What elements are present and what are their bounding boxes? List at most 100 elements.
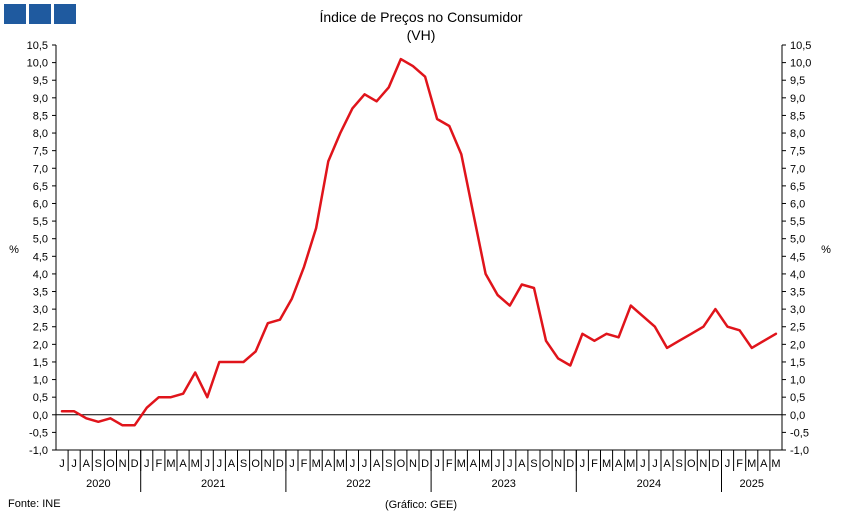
month-tick-label: F xyxy=(155,458,162,470)
left-tick-label: 10,5 xyxy=(27,40,48,52)
month-tick-label: A xyxy=(663,458,671,470)
month-tick-label: S xyxy=(240,458,247,470)
month-tick-label: O xyxy=(251,458,260,470)
month-tick-label: A xyxy=(373,458,381,470)
right-tick-label: 9,0 xyxy=(790,93,805,105)
month-tick-label: J xyxy=(362,458,368,470)
left-tick-label: 9,0 xyxy=(33,93,48,105)
left-tick-label: 2,0 xyxy=(33,339,48,351)
month-tick-label: S xyxy=(385,458,392,470)
month-tick-label: J xyxy=(725,458,731,470)
left-tick-label: 4,0 xyxy=(33,269,48,281)
left-tick-label: 0,0 xyxy=(33,410,48,422)
month-tick-label: F xyxy=(736,458,743,470)
left-tick-label: 3,5 xyxy=(33,287,48,299)
right-tick-label: 3,0 xyxy=(790,304,805,316)
month-tick-label: A xyxy=(83,458,91,470)
month-tick-label: A xyxy=(228,458,236,470)
month-tick-label: M xyxy=(747,458,756,470)
month-tick-label: F xyxy=(446,458,453,470)
month-tick-label: S xyxy=(95,458,102,470)
month-tick-label: F xyxy=(591,458,598,470)
right-tick-label: 7,0 xyxy=(790,163,805,175)
month-tick-label: A xyxy=(615,458,623,470)
right-tick-label: 0,5 xyxy=(790,392,805,404)
month-tick-label: O xyxy=(542,458,551,470)
right-tick-label: 10,0 xyxy=(790,58,811,70)
right-tick-label: 6,0 xyxy=(790,198,805,210)
left-tick-label: 2,5 xyxy=(33,322,48,334)
month-tick-label: F xyxy=(301,458,308,470)
right-tick-label: 4,0 xyxy=(790,269,805,281)
left-tick-label: 4,5 xyxy=(33,251,48,263)
source-note: Fonte: INE xyxy=(8,498,61,510)
month-tick-label: J xyxy=(495,458,501,470)
month-tick-label: M xyxy=(191,458,200,470)
month-tick-label: M xyxy=(312,458,321,470)
month-tick-label: J xyxy=(640,458,646,470)
left-tick-label: 9,5 xyxy=(33,75,48,87)
month-tick-label: J xyxy=(144,458,150,470)
month-tick-label: J xyxy=(217,458,223,470)
right-tick-label: 3,5 xyxy=(790,287,805,299)
right-tick-label: 2,0 xyxy=(790,339,805,351)
month-tick-label: D xyxy=(566,458,574,470)
month-tick-label: M xyxy=(771,458,780,470)
month-tick-label: N xyxy=(554,458,562,470)
chart-subtitle: (VH) xyxy=(406,27,436,43)
year-label: 2020 xyxy=(86,478,110,490)
left-tick-label: 7,0 xyxy=(33,163,48,175)
left-tick-label: 8,5 xyxy=(33,110,48,122)
month-tick-label: A xyxy=(518,458,526,470)
month-tick-label: D xyxy=(276,458,284,470)
right-tick-label: 7,5 xyxy=(790,146,805,158)
month-tick-label: J xyxy=(507,458,513,470)
year-label: 2023 xyxy=(491,478,515,490)
chart-title-block: Índice de Preços no Consumidor (VH) xyxy=(0,8,842,44)
year-label: 2025 xyxy=(740,478,764,490)
logo-block xyxy=(29,4,51,24)
year-label: 2024 xyxy=(637,478,661,490)
month-tick-label: M xyxy=(166,458,175,470)
right-tick-label: 6,5 xyxy=(790,181,805,193)
left-tick-label: 5,5 xyxy=(33,216,48,228)
month-tick-label: M xyxy=(457,458,466,470)
logo-block xyxy=(54,4,76,24)
month-tick-label: N xyxy=(699,458,707,470)
left-tick-label: 1,5 xyxy=(33,357,48,369)
year-label: 2022 xyxy=(346,478,370,490)
right-tick-label: 0,0 xyxy=(790,410,805,422)
left-tick-label: 6,5 xyxy=(33,181,48,193)
month-tick-label: D xyxy=(711,458,719,470)
right-tick-label: 1,0 xyxy=(790,375,805,387)
month-tick-label: J xyxy=(289,458,295,470)
month-tick-label: M xyxy=(626,458,635,470)
month-tick-label: O xyxy=(106,458,115,470)
right-tick-label: 4,5 xyxy=(790,251,805,263)
month-tick-label: O xyxy=(687,458,696,470)
left-tick-label: 5,0 xyxy=(33,234,48,246)
year-label: 2021 xyxy=(201,478,225,490)
left-tick-label: 8,0 xyxy=(33,128,48,140)
left-tick-label: -1,0 xyxy=(29,445,48,457)
right-tick-label: 9,5 xyxy=(790,75,805,87)
right-tick-label: 5,5 xyxy=(790,216,805,228)
left-tick-label: 0,5 xyxy=(33,392,48,404)
right-tick-label: 2,5 xyxy=(790,322,805,334)
left-tick-label: 10,0 xyxy=(27,58,48,70)
brand-logo xyxy=(4,4,76,24)
left-tick-label: 6,0 xyxy=(33,198,48,210)
right-tick-label: 8,5 xyxy=(790,110,805,122)
month-tick-label: S xyxy=(530,458,537,470)
month-tick-label: A xyxy=(760,458,768,470)
month-tick-label: N xyxy=(409,458,417,470)
logo-block xyxy=(4,4,26,24)
month-tick-label: J xyxy=(434,458,440,470)
left-tick-label: 1,0 xyxy=(33,375,48,387)
month-tick-label: D xyxy=(421,458,429,470)
month-tick-label: M xyxy=(336,458,345,470)
month-tick-label: N xyxy=(119,458,127,470)
left-tick-label: 3,0 xyxy=(33,304,48,316)
month-tick-label: J xyxy=(205,458,211,470)
